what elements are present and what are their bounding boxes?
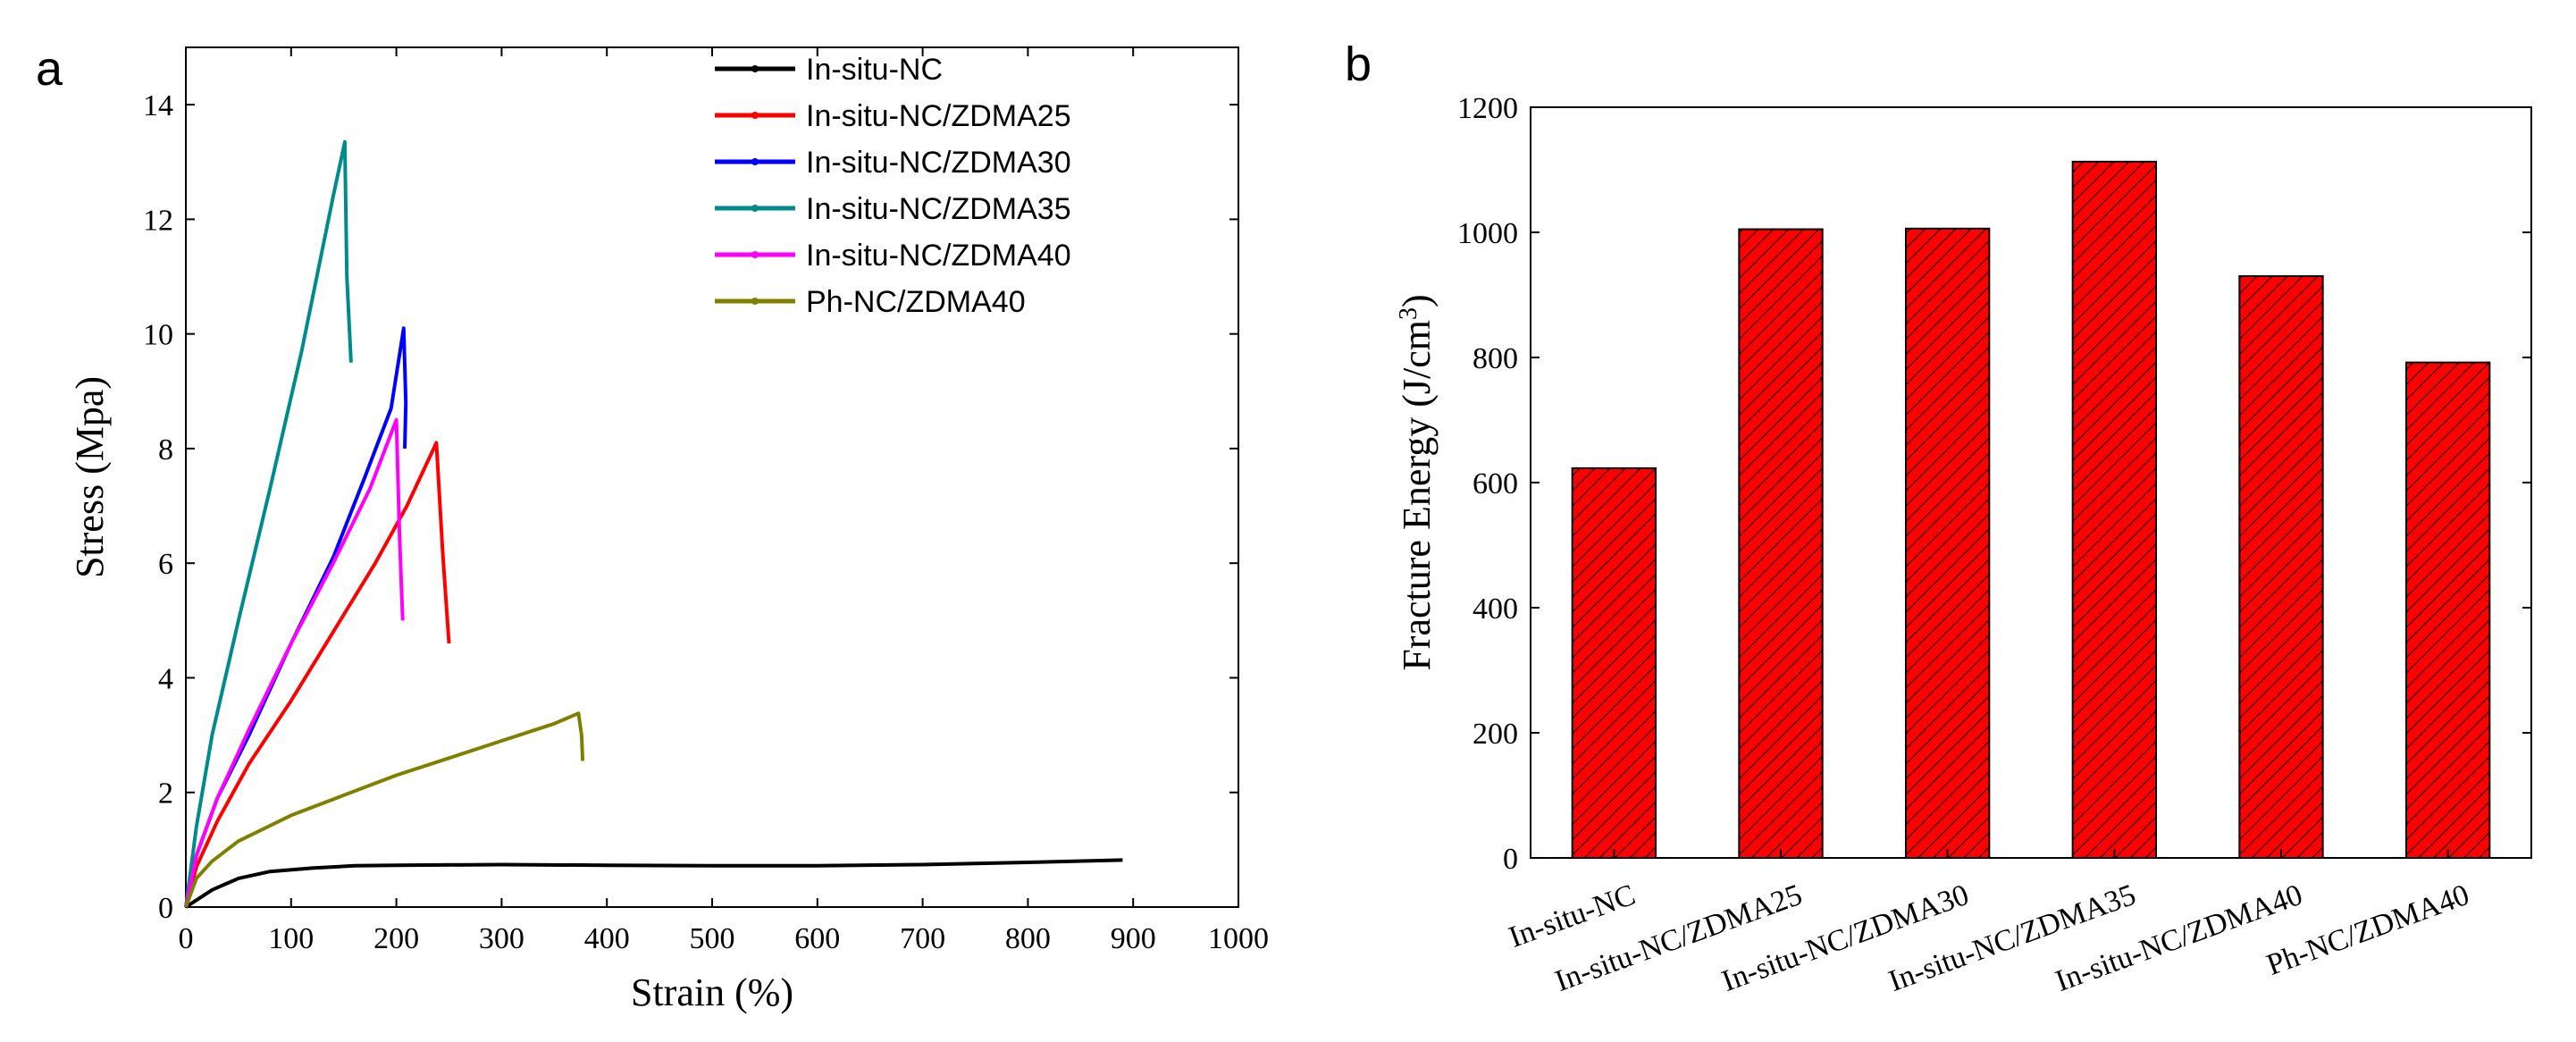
y-axis-ticks-b: 0 200 400 600 800 1000 1200 bbox=[1457, 92, 2531, 876]
x-axis-ticks-b: In-situ-NCIn-situ-NC/ZDMA25In-situ-NC/ZD… bbox=[1505, 849, 2473, 998]
x-axis-title-a: Strain (%) bbox=[631, 971, 793, 1014]
legend-label: In-situ-NC/ZDMA40 bbox=[806, 239, 1071, 273]
y-tick-label: 0 bbox=[158, 892, 173, 925]
bar-3 bbox=[2071, 160, 2158, 859]
x-tick-label: 300 bbox=[479, 922, 524, 955]
bar-5 bbox=[2405, 361, 2491, 860]
y-tick-label: 600 bbox=[1473, 467, 1518, 500]
bars-b bbox=[1571, 160, 2491, 860]
y-tick-label: 8 bbox=[158, 433, 173, 466]
y-tick-label: 12 bbox=[143, 204, 173, 237]
y-axis-title-b-main: Fracture Energy (J/cm bbox=[1395, 320, 1439, 671]
x-tick-label: 500 bbox=[690, 922, 735, 955]
y-tick-label: 6 bbox=[158, 548, 173, 581]
y-tick-label: 10 bbox=[143, 319, 173, 352]
legend-label: In-situ-NC/ZDMA30 bbox=[806, 146, 1071, 180]
x-tick-label: 200 bbox=[373, 922, 419, 955]
series-line-3 bbox=[184, 139, 353, 908]
legend-marker bbox=[751, 205, 759, 212]
legend-marker bbox=[751, 112, 759, 119]
y-axis-title-a: Stress (Mpa) bbox=[68, 376, 112, 578]
bar-1 bbox=[1738, 228, 1824, 859]
y-axis-title-b-sup: 3 bbox=[1395, 307, 1422, 320]
bar-0 bbox=[1571, 466, 1657, 860]
panel-label-a: a bbox=[36, 42, 63, 96]
x-tick-label: 0 bbox=[179, 922, 194, 955]
legend-label: In-situ-NC bbox=[806, 53, 943, 87]
bar-2 bbox=[1905, 227, 1991, 860]
bar-4 bbox=[2238, 275, 2324, 859]
series-line-4 bbox=[184, 417, 405, 908]
y-tick-label: 0 bbox=[1503, 843, 1518, 876]
series-line-0 bbox=[184, 858, 1123, 909]
x-axis-ticks-a: 0 100 200 300 400 500 600 700 800 900 1000 bbox=[179, 47, 1269, 955]
legend-label: In-situ-NC/ZDMA25 bbox=[806, 99, 1071, 133]
x-tick-label: 400 bbox=[584, 922, 630, 955]
legend-label: Ph-NC/ZDMA40 bbox=[806, 285, 1026, 319]
legend-marker bbox=[751, 251, 759, 258]
x-tick-label: 100 bbox=[268, 922, 314, 955]
series-lines-a bbox=[184, 139, 1123, 909]
stress-strain-chart: 0 2 4 6 8 10 12 14 0 100 200 300 400 500 600 700 800 900… bbox=[68, 46, 1269, 1014]
legend-a: In-situ-NC In-situ-NC/ZDMA25 In-situ-NC/ZD… bbox=[715, 53, 1071, 319]
series-line-1 bbox=[184, 441, 451, 908]
y-tick-label: 200 bbox=[1473, 718, 1518, 751]
y-tick-label: 1200 bbox=[1457, 92, 1518, 125]
fracture-energy-chart: 0 200 400 600 800 1000 1200 In-situ-NCIn-situ-… bbox=[1395, 92, 2532, 998]
legend-marker bbox=[751, 298, 759, 305]
y-tick-label: 14 bbox=[143, 89, 173, 122]
panel-label-b: b bbox=[1345, 38, 1372, 91]
y-axis-ticks-a: 0 2 4 6 8 10 12 14 bbox=[143, 89, 1238, 925]
x-tick-label: 1000 bbox=[1208, 922, 1269, 955]
series-line-5 bbox=[184, 711, 585, 908]
legend-label: In-situ-NC/ZDMA35 bbox=[806, 192, 1071, 226]
y-tick-label: 2 bbox=[158, 777, 173, 811]
y-tick-label: 400 bbox=[1473, 592, 1518, 626]
x-tick-label: 900 bbox=[1111, 922, 1156, 955]
y-axis-title-b: Fracture Energy (J/cm3) bbox=[1395, 294, 1439, 670]
x-tick-label: 600 bbox=[794, 922, 840, 955]
plot-frame-b bbox=[1530, 106, 2532, 859]
legend-marker bbox=[751, 158, 759, 165]
legend-marker bbox=[751, 65, 759, 72]
x-tick-label: 800 bbox=[1005, 922, 1051, 955]
y-tick-label: 1000 bbox=[1457, 217, 1518, 250]
y-axis-title-b-suffix: ) bbox=[1395, 294, 1439, 307]
y-tick-label: 800 bbox=[1473, 342, 1518, 375]
x-tick-label: 700 bbox=[900, 922, 945, 955]
y-tick-label: 4 bbox=[158, 662, 173, 695]
